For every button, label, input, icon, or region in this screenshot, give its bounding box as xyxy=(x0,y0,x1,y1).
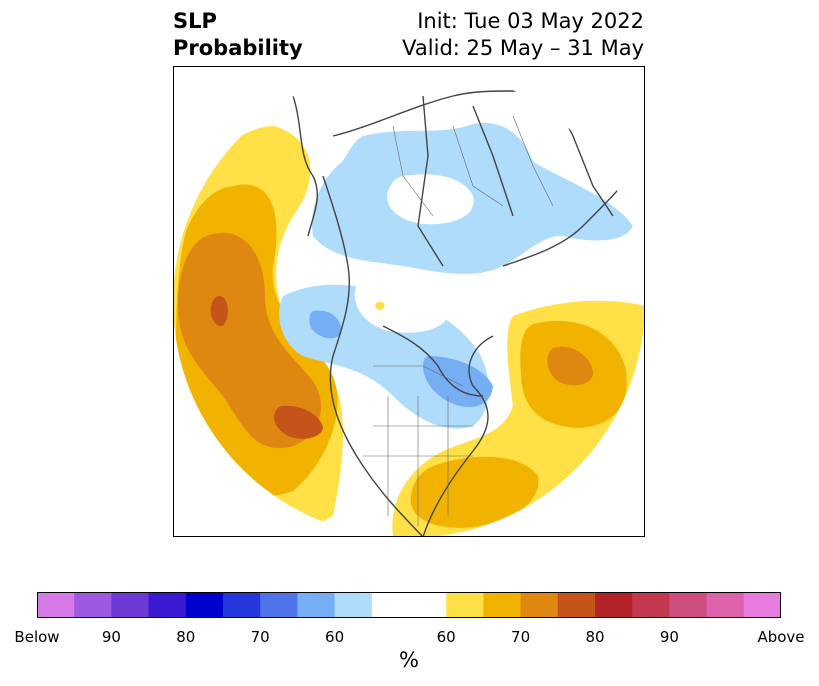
map-frame xyxy=(173,66,645,537)
map-panel xyxy=(173,66,645,537)
pacific-above-70 xyxy=(178,232,322,449)
colorbar-segment xyxy=(409,592,447,618)
colorbar-tick-label: 70 xyxy=(250,628,270,646)
colorbar-tick-label: Below xyxy=(14,628,60,646)
colorbar-segment xyxy=(706,592,745,618)
borders xyxy=(363,115,554,526)
colorbar-segment xyxy=(297,592,336,618)
valid-range: Valid: 25 May – 31 May xyxy=(402,36,644,60)
title-variable: SLP xyxy=(173,9,217,33)
colorbar-segment xyxy=(595,592,633,618)
colorbar-segment xyxy=(148,592,187,618)
canada-below-65 xyxy=(423,356,493,407)
atlantic-above-70 xyxy=(547,346,593,386)
colorbar-segment xyxy=(371,592,410,618)
colorbar-tick-label: 90 xyxy=(659,628,679,646)
colorbar-segment xyxy=(260,592,298,618)
atlantic-south-above-65 xyxy=(410,456,539,528)
colorbar-segment xyxy=(743,592,781,618)
colorbar-segment xyxy=(669,592,708,618)
title-right: Init: Tue 03 May 2022 Valid: 25 May – 31… xyxy=(402,8,644,62)
colorbar-segment xyxy=(446,592,484,618)
colorbar-segment xyxy=(483,592,522,618)
title-type: Probability xyxy=(173,36,303,60)
central-arctic-white xyxy=(354,272,453,333)
init-date: Init: Tue 03 May 2022 xyxy=(417,9,644,33)
colorbar-tick-label: 70 xyxy=(511,628,531,646)
colorbar-tick-label: 60 xyxy=(436,628,456,646)
colorbar-segment xyxy=(334,592,373,618)
colorbar-segment xyxy=(223,592,261,618)
eurasia-below-north xyxy=(387,174,474,225)
colorbar-tick-label: 90 xyxy=(101,628,121,646)
colorbar-unit: % xyxy=(399,648,419,672)
colorbar-segment xyxy=(520,592,559,618)
slp-probability-map xyxy=(173,66,645,537)
colorbar-border xyxy=(37,592,781,618)
colorbar-tick-label: 60 xyxy=(325,628,345,646)
pacific-above-75-west xyxy=(210,296,228,327)
colorbar-tick-label: 80 xyxy=(585,628,605,646)
arctic-above-patch xyxy=(375,301,385,310)
pacific-below-65 xyxy=(309,310,342,339)
colorbar-segment xyxy=(185,592,224,618)
colorbar-tick-label: Above xyxy=(757,628,805,646)
colorbar-segment xyxy=(557,592,596,618)
colorbar-segment xyxy=(37,592,75,618)
title-left: SLP Probability xyxy=(173,8,303,62)
colorbar-segment xyxy=(111,592,150,618)
pacific-above-75-east xyxy=(273,405,323,439)
colorbar-tick-label: 80 xyxy=(176,628,196,646)
colorbar-segment xyxy=(632,592,670,618)
colorbar-segment xyxy=(74,592,112,618)
colorbar xyxy=(37,592,781,618)
